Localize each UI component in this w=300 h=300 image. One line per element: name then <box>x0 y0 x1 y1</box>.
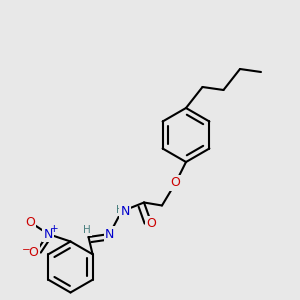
Text: O: O <box>25 215 35 229</box>
Text: N: N <box>43 227 53 241</box>
Text: +: + <box>50 224 59 234</box>
Text: N: N <box>105 227 114 241</box>
Text: N: N <box>120 205 130 218</box>
Text: −: − <box>22 245 31 256</box>
Text: H: H <box>83 225 91 236</box>
Text: O: O <box>171 176 180 190</box>
Text: O: O <box>29 245 38 259</box>
Text: O: O <box>147 217 156 230</box>
Text: H: H <box>116 205 124 215</box>
